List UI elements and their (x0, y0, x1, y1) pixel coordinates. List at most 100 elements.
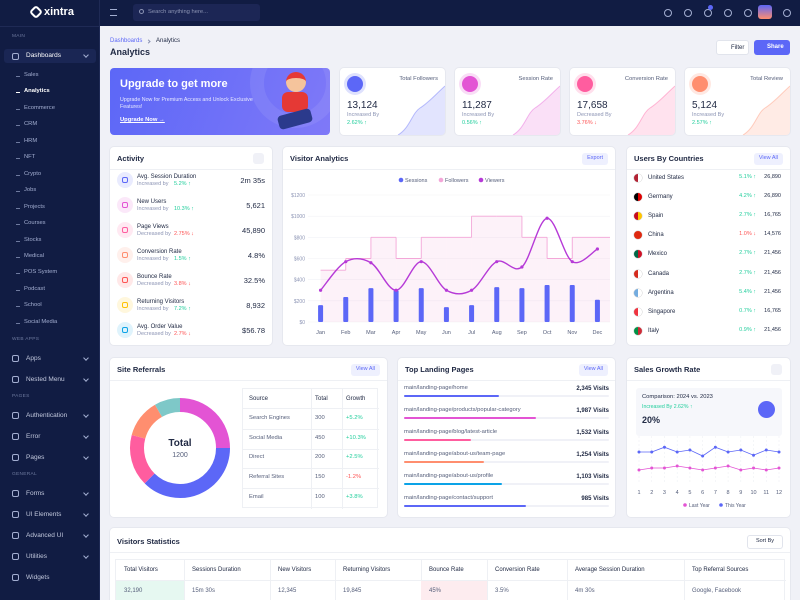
flag (634, 269, 642, 278)
bar (519, 288, 525, 322)
menu-item[interactable]: Apps (4, 352, 96, 366)
legend-label: Last Year (689, 503, 710, 509)
stat-label: Total Followers (399, 76, 438, 82)
x-tick-label: 8 (727, 490, 730, 496)
submenu-item[interactable]: Podcast (24, 285, 45, 292)
page-path[interactable]: main/landing-page/blog/latest-article (404, 429, 498, 435)
submenu-dash (16, 256, 20, 258)
breadcrumb[interactable]: Dashboards (110, 38, 143, 44)
menu-item[interactable]: Pages (4, 451, 96, 465)
activity-icon (117, 222, 133, 238)
menu-label: Utilities (26, 552, 47, 560)
sales-growth-card: Sales Growth Rate Comparison: 2024 vs. 20… (627, 358, 790, 517)
menu-item[interactable]: Utilities (4, 550, 96, 564)
activity-trend: Decreased by (137, 231, 171, 237)
y-tick-label: $600 (294, 257, 305, 263)
page-visits: 1,254 Visits (576, 452, 609, 458)
menu-label: Apps (26, 354, 41, 362)
menu-item[interactable]: Nested Menu (4, 373, 96, 387)
submenu-item[interactable]: NFT (24, 154, 36, 161)
view-all-button[interactable]: View All (578, 364, 608, 376)
filter-button[interactable]: Filter (716, 40, 749, 55)
header-icon[interactable] (664, 9, 672, 17)
submenu-item[interactable]: Crypto (24, 170, 42, 177)
page-path[interactable]: main/landing-page/about-us/team-page (404, 451, 506, 457)
country-value: 21,456 (764, 269, 781, 276)
header-icon[interactable] (704, 9, 712, 17)
line-point (739, 468, 743, 472)
activity-trend: Decreased by (137, 281, 171, 287)
submenu-item[interactable]: Analytics (24, 88, 50, 95)
menu-icon (12, 52, 19, 60)
submenu-dash (16, 224, 20, 226)
header: Search anything here... (100, 0, 800, 26)
submenu-item[interactable]: Ecommerce (24, 104, 55, 111)
menu-item[interactable]: Error (4, 430, 96, 444)
more-button[interactable] (771, 364, 782, 375)
activity-icon (117, 172, 133, 188)
page-path[interactable]: main/landing-page/contact/support (404, 495, 493, 501)
progress-bar (404, 439, 471, 441)
sparkline-decor (397, 85, 445, 135)
menu-item[interactable]: Advanced UI (4, 529, 96, 543)
search-box[interactable]: Search anything here... (133, 4, 260, 21)
header-icon[interactable] (744, 9, 752, 17)
page-path[interactable]: main/landing-page/about-us/profile (404, 473, 494, 479)
upgrade-link[interactable]: Upgrade Now → (120, 117, 165, 123)
menu-toggle[interactable] (110, 9, 117, 16)
menu-item[interactable]: Dashboards (4, 49, 96, 63)
page-path[interactable]: main/landing-page/products/popular-categ… (404, 407, 521, 413)
export-button[interactable]: Export (582, 153, 608, 165)
activity-card: Activity Avg. Session Duration Increased b… (110, 147, 272, 345)
step-area (521, 237, 548, 322)
submenu-item[interactable]: Social Media (24, 318, 58, 325)
view-all-button[interactable]: View All (350, 364, 380, 376)
x-tick-label: Aug (492, 330, 502, 336)
submenu-item[interactable]: School (24, 302, 42, 309)
x-tick-label: 6 (701, 490, 704, 496)
sort-button[interactable]: Sort By (746, 535, 783, 549)
page-path[interactable]: main/landing-page/home (404, 385, 468, 391)
header-icon[interactable] (724, 9, 732, 17)
submenu-item[interactable]: Courses (24, 220, 46, 227)
submenu-item[interactable]: CRM (24, 121, 38, 128)
progress-track (404, 395, 609, 397)
table-cell: 4m 30s (575, 588, 595, 594)
submenu-dash (16, 92, 20, 94)
header-icon[interactable] (783, 9, 791, 17)
more-button[interactable] (253, 153, 264, 164)
menu-item[interactable]: Widgets (4, 571, 96, 585)
activity-value: 2m 35s (240, 176, 265, 185)
menu-item[interactable]: Forms (4, 487, 96, 501)
submenu-item[interactable]: Stocks (24, 236, 42, 243)
divider (627, 169, 790, 170)
submenu-dash (16, 125, 20, 127)
chevron (83, 375, 89, 382)
divider (627, 380, 790, 381)
submenu-item[interactable]: Sales (24, 72, 39, 78)
legend-label: Sessions (405, 178, 428, 184)
menu-label: Nested Menu (26, 375, 65, 383)
submenu-item[interactable]: HRM (24, 137, 38, 144)
avatar[interactable] (758, 5, 772, 19)
share-button[interactable]: Share (754, 40, 790, 55)
submenu-item[interactable]: Medical (24, 252, 44, 259)
submenu-item[interactable]: POS System (24, 269, 58, 276)
submenu-item[interactable]: Projects (24, 203, 45, 210)
view-all-button[interactable]: View All (753, 153, 783, 165)
bar (469, 305, 475, 322)
cell-highlight (421, 581, 487, 600)
activity-label: New Users (137, 199, 167, 205)
stat-change: 3.76% ↓ (577, 120, 597, 126)
card-title: Visitor Analytics (290, 154, 349, 163)
header-icon[interactable] (684, 9, 692, 17)
line-point (675, 464, 679, 468)
menu-item[interactable]: Authentication (4, 409, 96, 423)
comparison-label: Comparison: 2024 vs. 2023 (642, 394, 713, 400)
bar (569, 284, 575, 322)
bar (594, 299, 600, 322)
upgrade-text: Upgrade Now for Premium Access and Unloc… (120, 97, 253, 111)
line-point (713, 445, 717, 449)
menu-item[interactable]: UI Elements (4, 508, 96, 522)
submenu-item[interactable]: Jobs (24, 187, 37, 194)
